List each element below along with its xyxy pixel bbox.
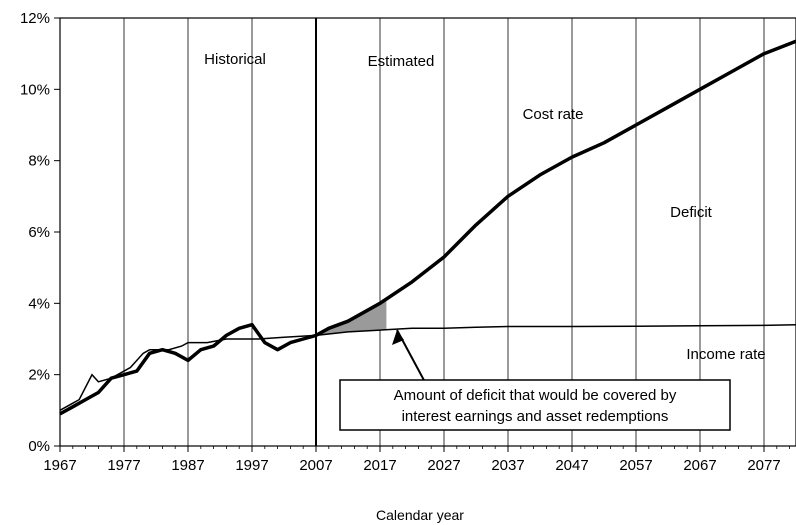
deficit-label: Deficit (670, 204, 713, 221)
x-tick-label-2057: 2057 (619, 457, 652, 474)
x-axis-label: Calendar year (376, 507, 464, 523)
callout-box (339, 379, 731, 431)
callout-arrowhead (392, 330, 404, 345)
x-tick-label-2077: 2077 (747, 457, 780, 474)
callout-text-line2: interest earnings and asset redemptions (402, 408, 669, 425)
x-tick-label-2027: 2027 (427, 457, 460, 474)
y-axis-ticks: 0% 2% 4% 6% 8% 10% 12% (20, 10, 60, 455)
x-tick-label-2037: 2037 (491, 457, 524, 474)
historical-label: Historical (204, 51, 266, 68)
x-tick-label-1997: 1997 (235, 457, 268, 474)
income-rate-label: Income rate (686, 346, 765, 363)
x-tick-label-2017: 2017 (363, 457, 396, 474)
y-tick-label-6: 6% (28, 224, 50, 241)
y-tick-label-2: 2% (28, 367, 50, 384)
x-tick-label-1987: 1987 (171, 457, 204, 474)
y-tick-label-8: 8% (28, 153, 50, 170)
y-tick-label-0: 0% (28, 438, 50, 455)
y-tick-label-4: 4% (28, 295, 50, 312)
x-tick-label-1977: 1977 (107, 457, 140, 474)
cost-rate-label: Cost rate (523, 106, 584, 123)
estimated-label: Estimated (368, 53, 435, 70)
vertical-gridlines (123, 18, 765, 446)
callout-text-line1: Amount of deficit that would be covered … (394, 387, 677, 404)
deficit-shaded-area (316, 299, 387, 336)
y-tick-label-12: 12% (20, 10, 50, 27)
x-tick-label-2067: 2067 (683, 457, 716, 474)
y-tick-label-10: 10% (20, 81, 50, 98)
cost-rate-line (59, 39, 796, 416)
x-axis-ticks: 1967 1977 1987 1997 2007 2017 2027 2037 2047 2057… (43, 446, 790, 474)
x-tick-label-1967: 1967 (43, 457, 76, 474)
x-tick-label-2047: 2047 (555, 457, 588, 474)
income-rate-line (59, 323, 796, 411)
x-tick-label-2007: 2007 (299, 457, 332, 474)
